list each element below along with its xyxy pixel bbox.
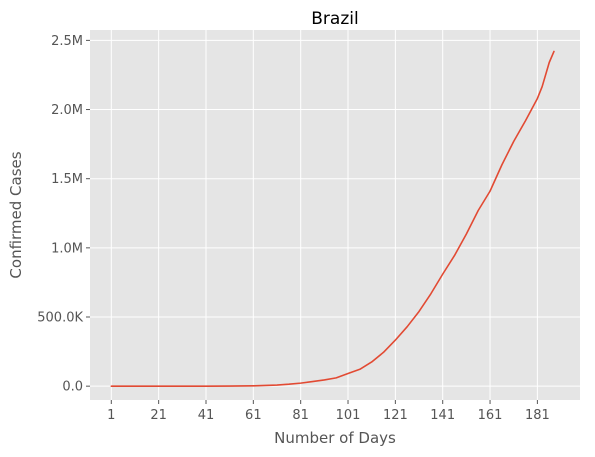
x-axis-label: Number of Days <box>274 429 396 447</box>
x-tick-labels: 1 21 41 61 81 101 121 141 161 181 <box>107 408 550 423</box>
y-tick-labels: 0.0 500.0K 1.0M 1.5M 2.0M 2.5M <box>37 34 83 395</box>
x-tick-label: 141 <box>430 408 455 423</box>
y-tick-label: 2.5M <box>51 34 83 49</box>
y-tick-label: 1.5M <box>51 172 83 187</box>
y-tick-label: 2.0M <box>51 103 83 118</box>
x-tick-label: 181 <box>525 408 550 423</box>
x-tick-label: 161 <box>478 408 503 423</box>
x-tick-label: 101 <box>336 408 361 423</box>
x-tick-label: 121 <box>383 408 408 423</box>
y-axis-label: Confirmed Cases <box>7 151 25 278</box>
x-tick-label: 1 <box>107 408 115 423</box>
plot-background <box>90 30 580 400</box>
series-group <box>110 50 555 387</box>
y-tick-label: 500.0K <box>37 311 83 326</box>
x-tick-label: 41 <box>198 408 215 423</box>
x-tick-label: 21 <box>150 408 167 423</box>
x-tick-label: 81 <box>292 408 309 423</box>
series-line <box>110 50 555 387</box>
tick-marks <box>86 39 538 404</box>
y-tick-label: 1.0M <box>51 241 83 256</box>
chart-title: Brazil <box>311 9 358 29</box>
y-tick-label: 0.0 <box>62 380 83 395</box>
x-tick-label: 61 <box>245 408 262 423</box>
